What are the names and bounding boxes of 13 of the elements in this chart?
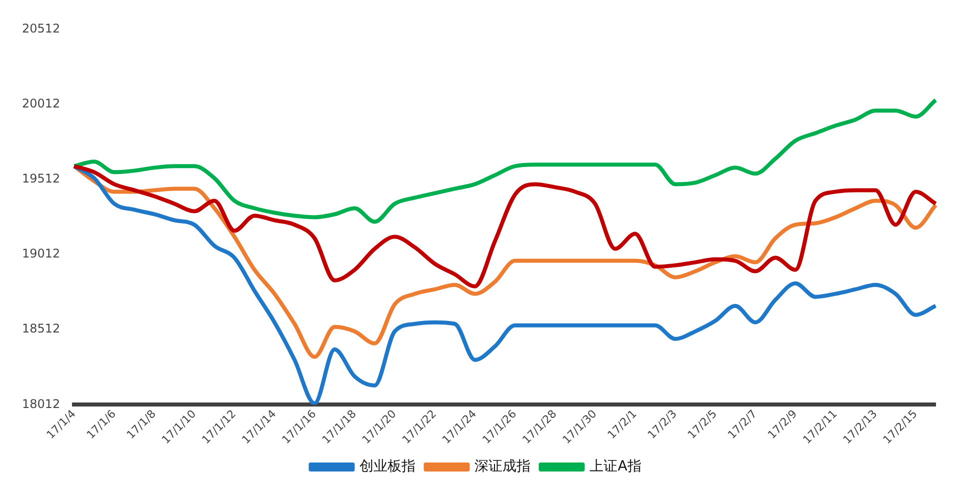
- legend-label: 创业板指: [360, 458, 416, 475]
- y-tick-label: 19012: [22, 246, 60, 261]
- line-series: [72, 164, 938, 359]
- y-tick-label: 18012: [22, 396, 60, 411]
- legend-label: 上证A指: [590, 458, 642, 475]
- y-tick-label: 20512: [22, 21, 60, 36]
- y-tick-label: 18512: [22, 322, 60, 336]
- line-series: [72, 164, 938, 405]
- y-tick-label: 19512: [22, 172, 60, 186]
- y-tick-label: 20012: [22, 96, 60, 110]
- line-series: [72, 164, 938, 288]
- line-series: [72, 98, 938, 224]
- legend-label: 深证成指: [474, 458, 531, 475]
